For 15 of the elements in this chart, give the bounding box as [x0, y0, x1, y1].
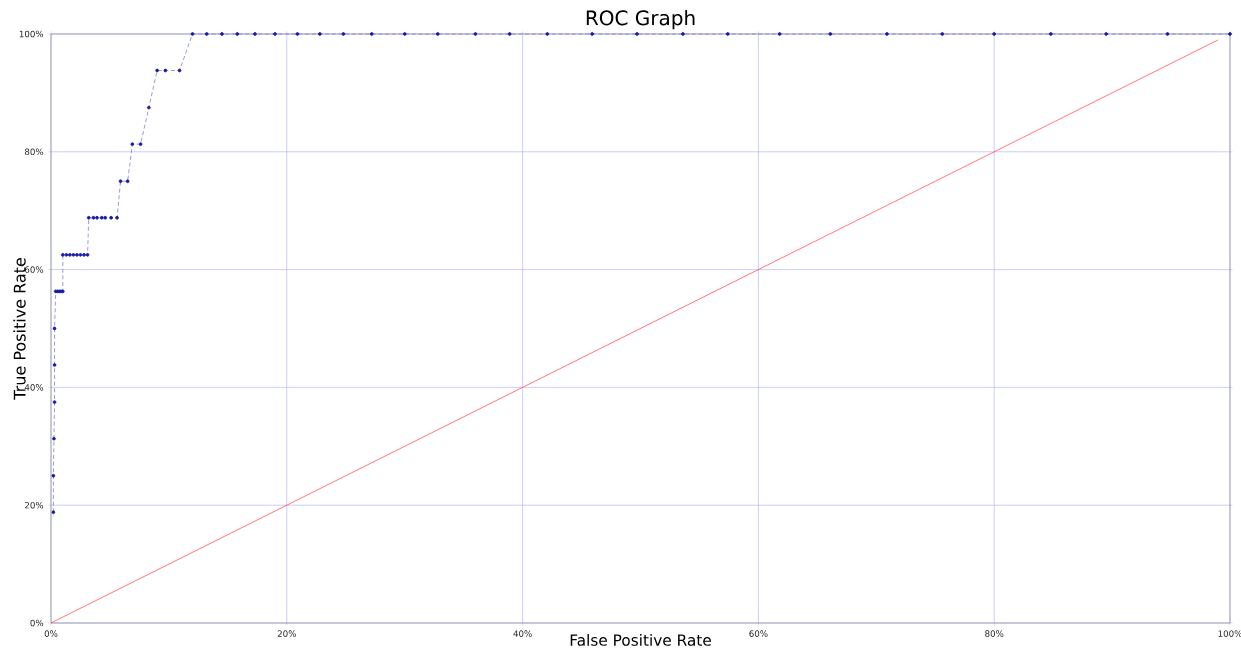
y-axis-title: True Positive Rate	[13, 258, 26, 400]
chart-title: ROC Graph	[586, 9, 695, 30]
y-tick-label: 0%	[30, 619, 44, 627]
y-tick-label: 80%	[24, 148, 44, 156]
x-tick-label: 80%	[985, 630, 1004, 637]
y-tick-label: 100%	[19, 30, 44, 38]
x-tick-label: 20%	[277, 630, 296, 637]
x-axis-title: False Positive Rate	[570, 634, 711, 646]
y-tick-label: 40%	[24, 384, 44, 391]
x-tick-label: 100%	[1218, 630, 1241, 637]
y-tick-label: 60%	[24, 266, 44, 273]
x-tick-label: 40%	[513, 630, 532, 637]
x-tick-label: 60%	[749, 630, 768, 637]
x-tick-label: 0%	[44, 630, 58, 637]
y-tick-label: 20%	[25, 501, 44, 509]
